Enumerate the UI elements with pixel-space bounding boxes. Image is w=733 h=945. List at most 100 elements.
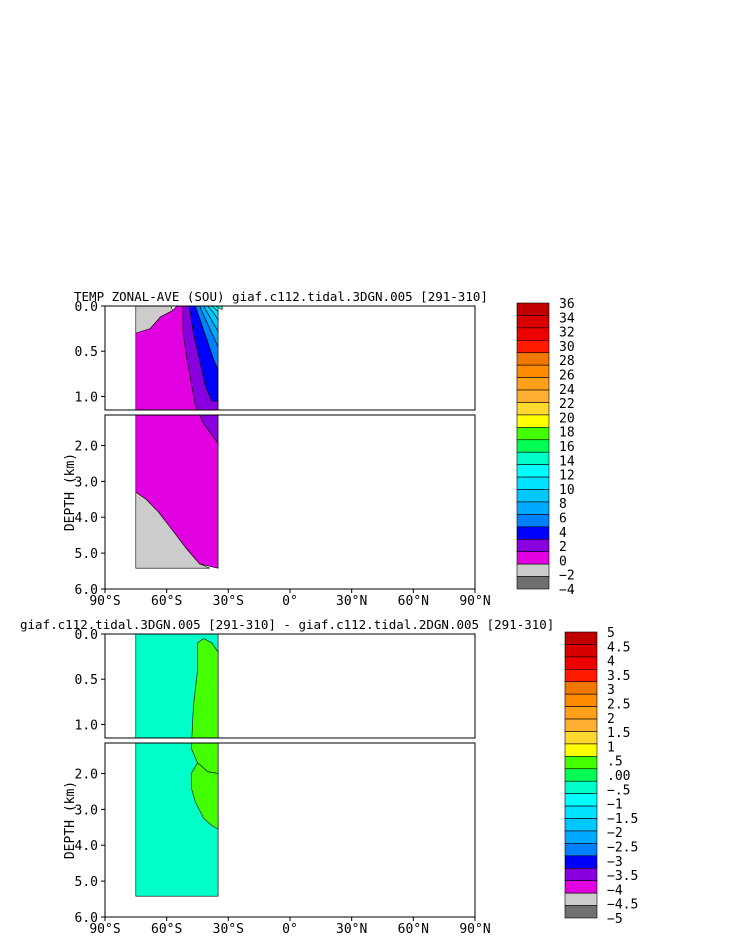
colorbar-label: 6 xyxy=(559,512,567,527)
colorbar-box xyxy=(564,731,598,745)
colorbar-label: 30 xyxy=(559,340,575,355)
colorbar-box xyxy=(516,315,550,329)
contour-region xyxy=(135,306,198,410)
colorbar-box xyxy=(564,867,598,881)
colorbar-label: −5 xyxy=(607,912,623,927)
colorbar-label: 4 xyxy=(559,526,567,541)
colorbar-box xyxy=(516,352,550,366)
colorbar-box xyxy=(564,681,598,695)
colorbar-label: 1.5 xyxy=(607,726,630,741)
colorbar-label: 1 xyxy=(607,740,615,755)
x-tick-label: 60°N xyxy=(398,922,429,937)
colorbar-box xyxy=(516,340,550,354)
colorbar-box xyxy=(516,489,550,503)
colorbar-label: .00 xyxy=(607,769,630,784)
colorbar-label: 26 xyxy=(559,369,575,384)
colorbar-label: 2 xyxy=(559,540,567,555)
y-tick-label: 6.0 xyxy=(75,911,98,926)
colorbar-label: −2 xyxy=(607,826,623,841)
colorbar-label: 12 xyxy=(559,469,575,484)
colorbar-box xyxy=(516,389,550,403)
colorbar-label: 0 xyxy=(559,554,567,569)
y-axis-label: DEPTH (km) xyxy=(63,453,78,531)
y-tick-label: 0.5 xyxy=(75,673,98,688)
colorbar-label: 14 xyxy=(559,454,575,469)
chart-title: giaf.c112.tidal.3DGN.005 [291-310] - gia… xyxy=(20,617,554,632)
y-tick-label: 2.0 xyxy=(75,439,98,454)
colorbar-label: −3 xyxy=(607,855,623,870)
colorbar-label: 2 xyxy=(607,712,615,727)
colorbar-box xyxy=(516,439,550,453)
x-tick-label: 90°S xyxy=(89,594,120,609)
x-tick-label: 90°N xyxy=(459,594,490,609)
colorbar-box xyxy=(564,892,598,906)
y-tick-label: 0.0 xyxy=(75,300,98,315)
colorbar-label: 18 xyxy=(559,426,575,441)
colorbar-label: −.5 xyxy=(607,783,630,798)
colorbar-box xyxy=(516,476,550,490)
colorbar-box xyxy=(564,793,598,807)
colorbar-box xyxy=(564,693,598,707)
colorbar-box xyxy=(564,830,598,844)
contour-region xyxy=(191,638,219,738)
colorbar-box xyxy=(516,464,550,478)
colorbar-label: .5 xyxy=(607,755,623,770)
y-tick-label: 0.0 xyxy=(75,628,98,643)
x-tick-label: 30°N xyxy=(336,922,367,937)
colorbar-label: −4 xyxy=(559,583,575,598)
colorbar-label: 5 xyxy=(607,626,615,641)
colorbar-label: −2 xyxy=(559,569,575,584)
colorbar-box xyxy=(516,427,550,441)
y-tick-label: 3.0 xyxy=(75,475,98,490)
colorbar-label: 16 xyxy=(559,440,575,455)
colorbar-box xyxy=(564,855,598,869)
colorbar-box xyxy=(516,538,550,552)
colorbar-box xyxy=(516,514,550,528)
y-tick-label: 2.0 xyxy=(75,767,98,782)
colorbar-box xyxy=(516,551,550,565)
colorbar-box xyxy=(564,843,598,857)
colorbar-box xyxy=(564,669,598,683)
x-tick-label: 60°N xyxy=(398,594,429,609)
contour-region xyxy=(199,415,219,445)
colorbar-label: −4 xyxy=(607,883,623,898)
y-tick-label: 5.0 xyxy=(75,875,98,890)
colorbar-label: 34 xyxy=(559,311,575,326)
colorbar-label: 4 xyxy=(607,655,615,670)
colorbar-label: 10 xyxy=(559,483,575,498)
colorbar-label: 4.5 xyxy=(607,640,630,655)
colorbar-label: 20 xyxy=(559,411,575,426)
colorbar-label: −2.5 xyxy=(607,841,638,856)
x-tick-label: 90°S xyxy=(89,922,120,937)
colorbar-label: 8 xyxy=(559,497,567,512)
y-tick-label: 3.0 xyxy=(75,803,98,818)
colorbar-label: 2.5 xyxy=(607,698,630,713)
y-tick-label: 1.0 xyxy=(75,718,98,733)
colorbar-box xyxy=(516,327,550,341)
colorbar-box xyxy=(516,377,550,391)
difference-panel: giaf.c112.tidal.3DGN.005 [291-310] - gia… xyxy=(20,617,638,937)
x-tick-label: 60°S xyxy=(151,594,182,609)
colorbar-label: −1.5 xyxy=(607,812,638,827)
colorbar-label: 3.5 xyxy=(607,669,630,684)
colorbar-box xyxy=(564,805,598,819)
x-tick-label: 60°S xyxy=(151,922,182,937)
contour-section-upper xyxy=(135,306,223,410)
colorbar-box xyxy=(564,756,598,770)
colorbar-box xyxy=(516,451,550,465)
colorbar-box xyxy=(516,576,550,590)
colorbar-box xyxy=(564,768,598,782)
colorbar-box xyxy=(564,780,598,794)
colorbar-box xyxy=(564,656,598,670)
colorbar-label: −3.5 xyxy=(607,869,638,884)
temperature-panel: TEMP ZONAL-AVE (SOU) giaf.c112.tidal.3DG… xyxy=(63,289,575,609)
x-tick-label: 30°S xyxy=(213,594,244,609)
contour-section-lower xyxy=(135,743,219,897)
x-tick-label: 30°N xyxy=(336,594,367,609)
colorbar-box xyxy=(564,905,598,919)
colorbar-box xyxy=(516,302,550,316)
colorbar-label: −1 xyxy=(607,798,623,813)
colorbar-label: 28 xyxy=(559,354,575,369)
y-tick-label: 6.0 xyxy=(75,583,98,598)
